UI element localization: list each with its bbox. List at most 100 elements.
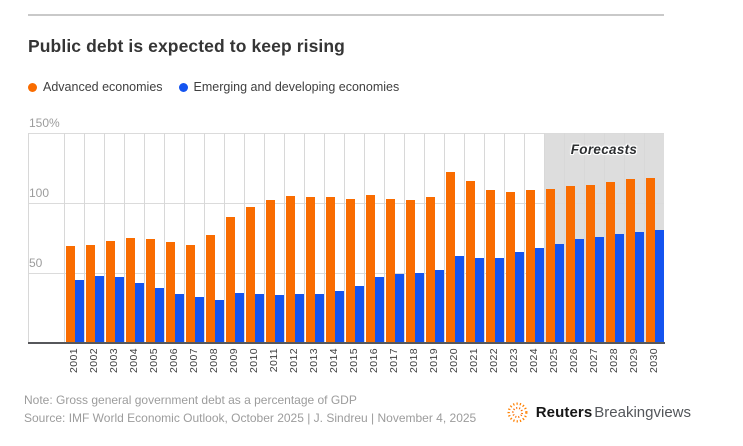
bar-emerging-2023: [515, 252, 524, 343]
bar-emerging-2017: [395, 274, 404, 343]
x-axis-label-2024: 2024: [528, 348, 540, 373]
bar-group-2029: 2029: [624, 133, 644, 373]
bar-advanced-2027: [586, 184, 595, 343]
legend-dot-emerging-icon: [178, 82, 188, 92]
bar-emerging-2028: [615, 233, 624, 343]
x-axis-label-2011: 2011: [268, 348, 280, 373]
bar-advanced-2029: [626, 179, 635, 343]
bar-group-2021: 2021: [464, 133, 484, 373]
bar-group-2027: 2027: [584, 133, 604, 373]
bar-group-2024: 2024: [524, 133, 544, 373]
bar-group-2017: 2017: [384, 133, 404, 373]
bar-advanced-2018: [406, 200, 415, 343]
bar-group-2006: 2006: [164, 133, 184, 373]
bar-advanced-2025: [546, 189, 555, 343]
bar-emerging-2019: [435, 270, 444, 343]
page-title: Public debt is expected to keep rising: [28, 36, 345, 56]
bar-advanced-2004: [126, 238, 135, 343]
legend-item-advanced: Advanced economies: [28, 80, 163, 94]
bar-emerging-2012: [295, 294, 304, 343]
bar-advanced-2030: [646, 177, 655, 343]
x-axis-label-2006: 2006: [168, 348, 180, 373]
bar-group-2011: 2011: [264, 133, 284, 372]
brand-name-reuters: Reuters: [535, 403, 593, 421]
forecast-label: Forecasts: [570, 142, 638, 157]
bar-emerging-2024: [535, 247, 544, 343]
bar-group-2007: 2007: [184, 133, 204, 373]
x-axis-label-2027: 2027: [588, 348, 600, 373]
bar-advanced-2014: [326, 197, 335, 343]
bar-group-2020: 2020: [444, 133, 464, 373]
bar-advanced-2012: [286, 196, 295, 343]
bar-emerging-2005: [155, 288, 164, 343]
bar-emerging-2011: [275, 295, 284, 343]
x-axis-label-2022: 2022: [488, 348, 500, 373]
x-axis-label-2009: 2009: [228, 348, 240, 373]
bar-group-2014: 2014: [324, 133, 344, 373]
bar-emerging-2016: [375, 277, 384, 343]
bar-advanced-2020: [446, 172, 455, 343]
bar-emerging-2021: [475, 257, 484, 343]
bar-emerging-2001: [75, 280, 84, 343]
bar-chart: 150% 100 50 2001 2002 2003 2004 2005 2006 2007…: [28, 116, 665, 373]
x-axis-label-2007: 2007: [188, 348, 200, 373]
bar-group-2002: 2002: [84, 133, 104, 373]
bar-emerging-2020: [455, 256, 464, 343]
reuters-logo-icon: [507, 402, 528, 423]
bar-emerging-2027: [595, 236, 604, 343]
x-axis-label-2018: 2018: [408, 348, 420, 373]
legend-dot-advanced-icon: [28, 82, 37, 92]
bar-emerging-2003: [115, 277, 124, 343]
x-axis-label-2008: 2008: [208, 348, 220, 373]
x-axis-label-2020: 2020: [448, 348, 460, 373]
x-axis-label-2019: 2019: [428, 348, 440, 373]
bar-group-2004: 2004: [124, 133, 144, 373]
bar-advanced-2009: [226, 217, 235, 343]
bar-emerging-2029: [635, 232, 644, 343]
legend: Advanced economies Emerging and developi…: [28, 80, 399, 94]
y-axis-tick-50: 50: [29, 256, 43, 270]
bar-group-2013: 2013: [304, 133, 324, 373]
bar-emerging-2006: [175, 294, 184, 343]
x-axis-line: [28, 342, 665, 344]
bar-group-2016: 2016: [364, 133, 384, 373]
y-axis-tick-150: 150%: [29, 116, 60, 130]
brand-logo: Reuters Breakingviews: [506, 401, 691, 424]
bar-group-2010: 2010: [244, 133, 264, 373]
bar-advanced-2024: [526, 190, 535, 343]
x-axis-label-2029: 2029: [628, 348, 640, 373]
bar-group-2018: 2018: [404, 133, 424, 373]
x-axis-label-2016: 2016: [368, 348, 380, 373]
bar-group-2008: 2008: [204, 133, 224, 373]
bar-group-2030: 2030: [644, 133, 664, 373]
bar-group-2026: 2026: [564, 133, 584, 373]
y-axis-tick-100: 100: [29, 186, 50, 200]
legend-label-emerging: Emerging and developing economies: [193, 80, 400, 94]
bar-group-2019: 2019: [424, 133, 444, 373]
bar-emerging-2022: [495, 257, 504, 343]
bar-emerging-2002: [95, 275, 104, 343]
bar-emerging-2014: [335, 291, 344, 343]
x-axis-label-2014: 2014: [328, 348, 340, 373]
bar-group-2005: 2005: [144, 133, 164, 373]
bar-advanced-2028: [606, 182, 615, 343]
bar-emerging-2004: [135, 282, 144, 343]
bar-advanced-2013: [306, 197, 315, 343]
x-axis-label-2010: 2010: [248, 348, 260, 373]
bar-advanced-2016: [366, 194, 375, 343]
bar-advanced-2002: [86, 245, 95, 343]
bar-advanced-2015: [346, 198, 355, 343]
bar-group-2003: 2003: [104, 133, 124, 373]
bar-emerging-2025: [555, 243, 564, 343]
x-axis-label-2005: 2005: [148, 348, 160, 373]
bar-advanced-2011: [266, 200, 275, 343]
top-divider: [28, 14, 664, 16]
bar-advanced-2021: [466, 180, 475, 343]
bar-advanced-2007: [186, 245, 195, 343]
x-axis-label-2003: 2003: [108, 348, 120, 373]
chart-source: Source: IMF World Economic Outlook, Octo…: [24, 411, 477, 425]
bar-group-2012: 2012: [284, 133, 304, 373]
bar-emerging-2007: [195, 296, 204, 343]
chart-note: Note: Gross general government debt as a…: [24, 393, 357, 407]
bar-advanced-2003: [106, 240, 115, 343]
